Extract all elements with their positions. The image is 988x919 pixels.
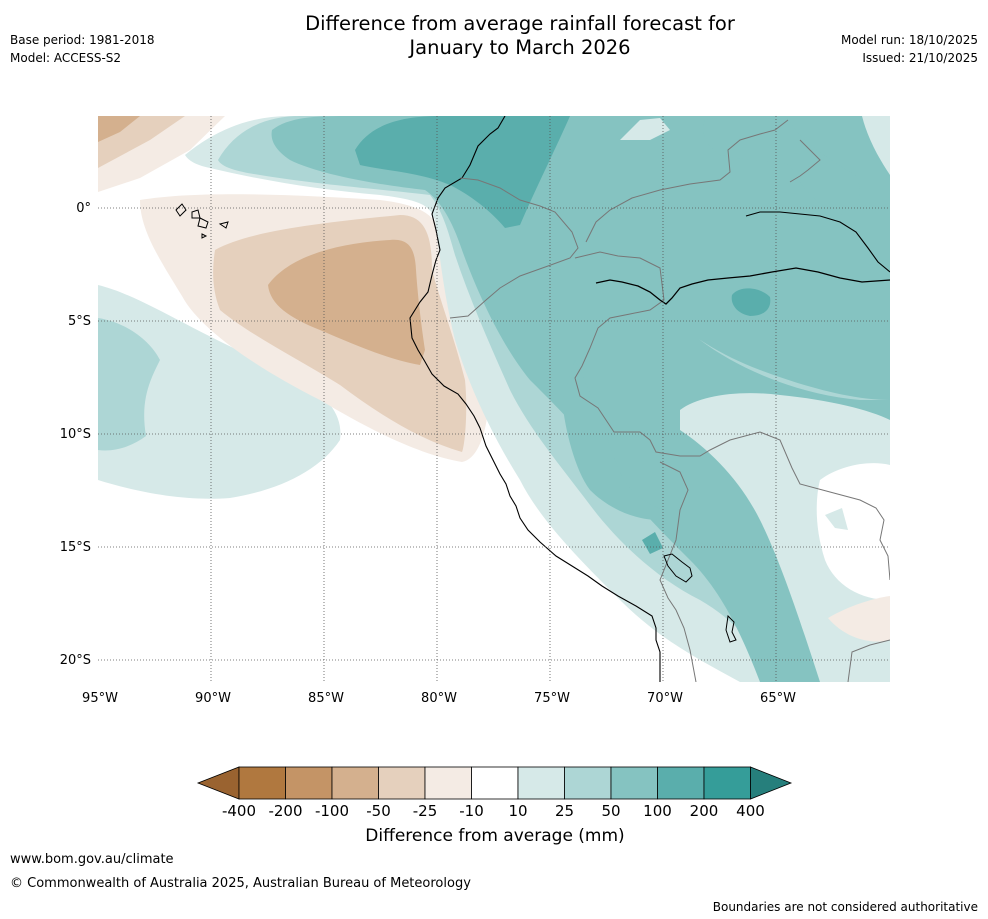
lake-poopo bbox=[725, 614, 737, 643]
colorbar-tick: 25 bbox=[555, 802, 574, 820]
longitude-labels: 95°W 90°W 85°W 80°W 75°W 70°W 65°W bbox=[82, 691, 796, 706]
colorbar-swatch-2 bbox=[285, 766, 333, 800]
lon-label-70w: 70°W bbox=[647, 691, 683, 706]
wet-region-southeast-patch bbox=[825, 508, 848, 530]
lat-label-0: 0° bbox=[76, 201, 91, 216]
lon-label-85w: 85°W bbox=[308, 691, 344, 706]
wet-region-andes-100 bbox=[355, 116, 570, 228]
colorbar-tick: 50 bbox=[601, 802, 620, 820]
rio-negro bbox=[745, 211, 890, 273]
wet-region-west-ocean-outer bbox=[98, 285, 341, 499]
base-period-label: Base period: 1981-2018 bbox=[10, 33, 155, 47]
dry-region-coastal-inner bbox=[268, 239, 425, 365]
wet-region-northeast-light bbox=[620, 118, 670, 140]
colorbar-swatch-8 bbox=[564, 766, 612, 800]
lat-label-5s: 5°S bbox=[68, 314, 91, 329]
lon-label-90w: 90°W bbox=[195, 691, 231, 706]
latitude-labels: 0° 5°S 10°S 15°S 20°S bbox=[60, 201, 91, 668]
lat-label-10s: 10°S bbox=[60, 427, 91, 442]
neutral-region-southeast bbox=[816, 463, 890, 600]
colorbar-tick: -100 bbox=[315, 802, 349, 820]
lat-label-15s: 15°S bbox=[60, 540, 91, 555]
lon-label-65w: 65°W bbox=[760, 691, 796, 706]
model-label: Model: ACCESS-S2 bbox=[10, 51, 122, 65]
model-run-label: Model run: 18/10/2025 bbox=[840, 33, 978, 47]
colorbar bbox=[196, 766, 793, 800]
colorbar-tick: 400 bbox=[736, 802, 765, 820]
wet-region-amazon-spot bbox=[731, 288, 771, 316]
map-title-line1: Difference from average rainfall forecas… bbox=[305, 12, 735, 35]
website-link[interactable]: www.bom.gov.au/climate bbox=[10, 852, 174, 867]
wet-region-north-pocket bbox=[703, 117, 860, 215]
amazon-river bbox=[595, 267, 890, 305]
colorbar-swatch-10 bbox=[657, 766, 705, 800]
colorbar-swatch-6 bbox=[471, 766, 519, 800]
colorbar-arrow-left bbox=[196, 766, 240, 800]
colorbar-swatch-5 bbox=[424, 766, 472, 800]
lon-label-80w: 80°W bbox=[421, 691, 457, 706]
lon-label-95w: 95°W bbox=[82, 691, 118, 706]
colorbar-tick: -50 bbox=[366, 802, 391, 820]
colorbar-tick: -25 bbox=[413, 802, 438, 820]
colorbar-title: Difference from average (mm) bbox=[365, 826, 625, 846]
issued-label: Issued: 21/10/2025 bbox=[862, 51, 978, 65]
colorbar-tick: -10 bbox=[459, 802, 484, 820]
colorbar-swatch-11 bbox=[703, 766, 751, 800]
dry-region-southeast bbox=[828, 596, 890, 642]
country-boundaries bbox=[449, 119, 890, 682]
colorbar-swatch-7 bbox=[517, 766, 565, 800]
wet-region-titicaca-spot bbox=[642, 532, 663, 554]
lat-label-20s: 20°S bbox=[60, 653, 91, 668]
coastline bbox=[409, 116, 661, 682]
wet-region-southeast-ribbon bbox=[562, 360, 665, 520]
galapagos-islands bbox=[175, 203, 229, 239]
colorbar-tick: 200 bbox=[690, 802, 719, 820]
wet-region-southeast-light bbox=[680, 393, 890, 682]
lake-titicaca bbox=[663, 553, 693, 583]
colorbar-tick: -400 bbox=[222, 802, 256, 820]
gridlines bbox=[98, 116, 890, 682]
colorbar-swatch-9 bbox=[610, 766, 658, 800]
map-title-line2: January to March 2026 bbox=[409, 36, 631, 59]
map-title: Difference from average rainfall forecas… bbox=[200, 12, 840, 60]
wet-region-west-ocean-inner bbox=[98, 318, 160, 451]
colorbar-arrow-right bbox=[750, 766, 793, 800]
colorbar-tick: -200 bbox=[268, 802, 302, 820]
disclaimer-text: Boundaries are not considered authoritat… bbox=[712, 900, 978, 914]
colorbar-swatch-3 bbox=[331, 766, 379, 800]
colorbar-swatch-4 bbox=[378, 766, 426, 800]
wet-region-northeast-edge bbox=[862, 116, 890, 175]
colorbar-swatch-1 bbox=[238, 766, 286, 800]
lon-label-75w: 75°W bbox=[534, 691, 570, 706]
colorbar-tick: 100 bbox=[643, 802, 672, 820]
colorbar-tick: 10 bbox=[508, 802, 527, 820]
colorbar-tick-labels: -400 -200 -100 -50 -25 -10 10 25 50 100 … bbox=[222, 802, 765, 820]
copyright-text: © Commonwealth of Australia 2025, Austra… bbox=[10, 876, 471, 891]
dry-region-northwest-inner bbox=[98, 116, 140, 142]
